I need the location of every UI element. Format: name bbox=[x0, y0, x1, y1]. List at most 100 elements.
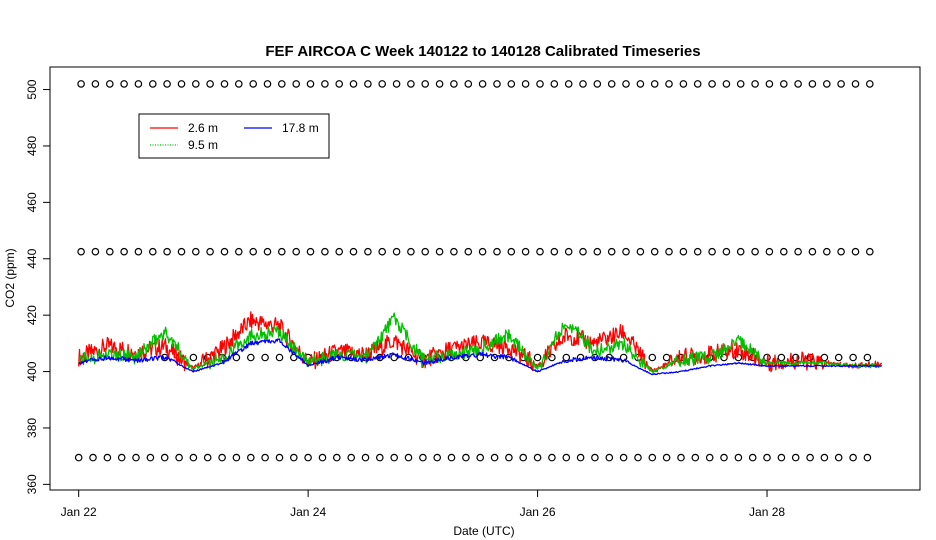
calibration-point bbox=[851, 80, 860, 88]
calibration-point bbox=[435, 80, 444, 88]
calibration-point bbox=[117, 453, 126, 462]
calibration-point bbox=[378, 247, 387, 256]
calibration-point bbox=[505, 453, 513, 462]
calibration-point bbox=[407, 80, 415, 88]
calibration-point bbox=[834, 453, 843, 462]
x-axis: Jan 22 Jan 24 Jan 26 Jan 28 bbox=[61, 489, 785, 519]
calibration-point bbox=[149, 80, 157, 88]
calibration-point bbox=[77, 80, 85, 88]
calibration-point bbox=[220, 80, 229, 88]
calibration-point bbox=[693, 247, 702, 256]
calibration-point bbox=[203, 453, 212, 462]
calibration-point bbox=[662, 453, 671, 462]
calibration-point bbox=[648, 353, 657, 362]
calibration-point bbox=[192, 80, 200, 88]
calibration-point bbox=[507, 247, 516, 256]
calibration-point bbox=[392, 80, 401, 88]
calibration-point bbox=[550, 247, 559, 256]
calibration-point bbox=[722, 247, 731, 256]
x-tick-label: Jan 24 bbox=[290, 505, 326, 519]
legend-label: 9.5 m bbox=[188, 138, 218, 152]
calibration-point bbox=[332, 453, 341, 462]
calibration-point bbox=[779, 247, 788, 256]
calibration-point bbox=[304, 453, 312, 462]
calibration-point bbox=[662, 353, 671, 362]
calibration-point bbox=[132, 453, 140, 462]
calibration-point bbox=[364, 80, 372, 88]
calibration-point bbox=[235, 247, 243, 256]
calibration-point bbox=[806, 453, 814, 462]
calibration-point bbox=[677, 453, 685, 462]
x-tick-label: Jan 22 bbox=[61, 505, 97, 519]
calibration-point bbox=[650, 247, 659, 256]
calibration-point bbox=[189, 453, 198, 462]
legend: 2.6 m 9.5 m 17.8 m bbox=[138, 113, 330, 159]
calibration-point bbox=[462, 453, 470, 462]
calibration-point bbox=[679, 80, 688, 88]
calibration-point bbox=[607, 247, 616, 256]
calibration-point bbox=[636, 247, 645, 256]
calibration-point bbox=[622, 80, 630, 88]
calibration-point bbox=[347, 453, 356, 462]
calibration-point bbox=[763, 453, 771, 462]
calibration-point bbox=[751, 247, 759, 256]
calibration-point bbox=[74, 453, 83, 462]
calibration-point bbox=[206, 247, 214, 256]
calibration-point bbox=[404, 453, 413, 462]
calibration-point bbox=[564, 247, 573, 256]
calibration-point bbox=[134, 80, 143, 88]
calibration-point bbox=[734, 453, 743, 462]
calibration-point bbox=[765, 80, 774, 88]
calibration-point bbox=[392, 247, 401, 256]
calibration-point bbox=[91, 247, 100, 256]
calibration-point bbox=[822, 80, 831, 88]
calibration-point bbox=[791, 353, 800, 362]
calibration-point bbox=[289, 453, 298, 462]
calibration-point bbox=[593, 80, 602, 88]
calibration-point bbox=[722, 80, 731, 88]
calibration-point bbox=[361, 453, 370, 462]
calibration-point bbox=[435, 247, 444, 256]
calibration-point bbox=[665, 247, 673, 256]
y-axis-title: CO2 (ppm) bbox=[3, 248, 17, 307]
calibration-point bbox=[634, 453, 642, 462]
calibration-point bbox=[77, 247, 85, 256]
x-tick-label: Jan 28 bbox=[749, 505, 785, 519]
calibration-point bbox=[548, 453, 556, 462]
calibration-point bbox=[450, 247, 458, 256]
calibration-point bbox=[289, 353, 298, 362]
calibration-point bbox=[421, 80, 430, 88]
calibration-point bbox=[779, 80, 788, 88]
calibration-point bbox=[751, 80, 759, 88]
calibration-point bbox=[235, 80, 243, 88]
legend-label: 17.8 m bbox=[282, 121, 319, 135]
calibration-point bbox=[849, 353, 857, 362]
calibration-point bbox=[591, 453, 599, 462]
series-line-17-8-m bbox=[78, 338, 882, 376]
calibration-point bbox=[550, 80, 559, 88]
legend-label: 2.6 m bbox=[188, 121, 218, 135]
x-axis-title: Date (UTC) bbox=[453, 524, 514, 538]
calibration-point bbox=[247, 353, 255, 362]
calibration-point bbox=[748, 453, 757, 462]
calibration-point bbox=[464, 80, 473, 88]
calibration-point bbox=[349, 80, 358, 88]
calibration-point bbox=[177, 80, 186, 88]
calibration-point bbox=[564, 80, 573, 88]
calibration-point bbox=[822, 247, 831, 256]
calibration-point bbox=[593, 247, 602, 256]
calibration-point bbox=[777, 453, 786, 462]
calibration-point bbox=[292, 80, 301, 88]
calibration-point bbox=[277, 80, 286, 88]
calibration-point bbox=[834, 353, 843, 362]
calibration-point bbox=[693, 80, 702, 88]
calibration-point bbox=[837, 80, 845, 88]
calibration-point bbox=[622, 247, 630, 256]
calibration-point bbox=[349, 247, 358, 256]
calibration-point bbox=[679, 247, 688, 256]
calibration-point bbox=[407, 247, 415, 256]
series-lines bbox=[78, 311, 883, 376]
calibration-point bbox=[521, 80, 530, 88]
y-tick-label: 400 bbox=[25, 361, 39, 381]
